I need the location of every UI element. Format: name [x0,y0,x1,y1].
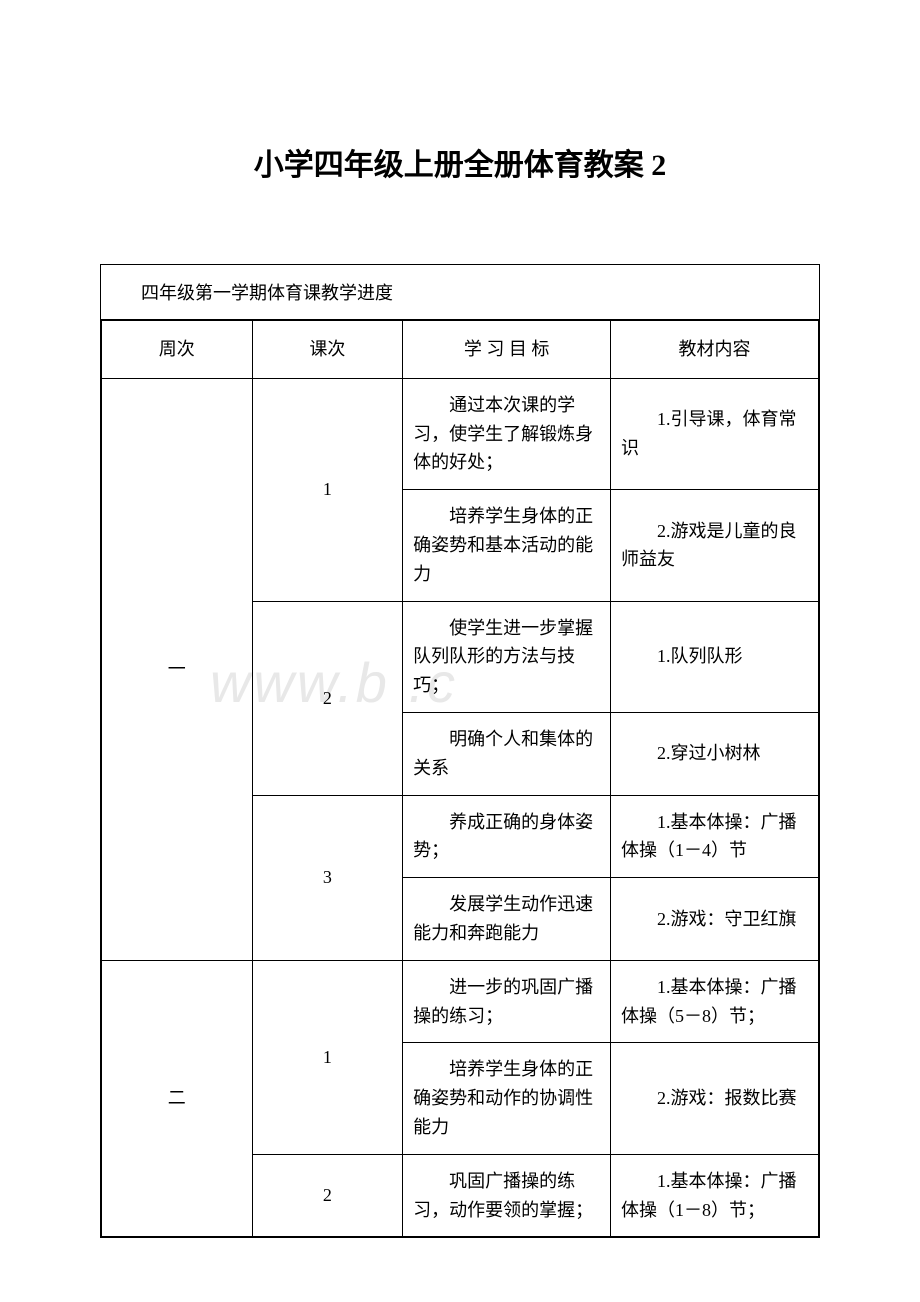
cell-objective: 使学生进一步掌握队列队形的方法与技巧； [403,601,611,712]
cell-objective: 养成正确的身体姿势； [403,795,611,878]
header-objective: 学 习 目 标 [403,321,611,379]
cell-objective: 巩固广播操的练习，动作要领的掌握； [403,1154,611,1237]
cell-content: 2.穿过小树林 [611,712,819,795]
cell-lesson: 2 [252,601,403,795]
document-title: 小学四年级上册全册体育教案 2 [100,140,820,184]
cell-objective: 明确个人和集体的关系 [403,712,611,795]
cell-objective: 发展学生动作迅速能力和奔跑能力 [403,878,611,961]
header-content: 教材内容 [611,321,819,379]
cell-content: 1.基本体操：广播体操（5－8）节； [611,960,819,1043]
cell-content: 1.基本体操：广播体操（1－4）节 [611,795,819,878]
table-row: 一 1 通过本次课的学习，使学生了解锻炼身体的好处； 1.引导课，体育常识 [102,378,819,489]
cell-content: 2.游戏是儿童的良师益友 [611,490,819,601]
cell-lesson: 2 [252,1154,403,1237]
schedule-table: 周次 课次 学 习 目 标 教材内容 一 1 通过本次课的学习，使学生了解锻炼身… [101,320,819,1237]
cell-lesson: 3 [252,795,403,960]
cell-week: 二 [102,960,253,1237]
cell-content: 1.队列队形 [611,601,819,712]
table-row: 二 1 进一步的巩固广播操的练习； 1.基本体操：广播体操（5－8）节； [102,960,819,1043]
cell-objective: 通过本次课的学习，使学生了解锻炼身体的好处； [403,378,611,489]
header-lesson: 课次 [252,321,403,379]
cell-objective: 进一步的巩固广播操的练习； [403,960,611,1043]
cell-content: 2.游戏：守卫红旗 [611,878,819,961]
cell-content: 1.基本体操：广播体操（1－8）节； [611,1154,819,1237]
header-week: 周次 [102,321,253,379]
table-caption: 四年级第一学期体育课教学进度 [101,265,819,320]
cell-lesson: 1 [252,960,403,1154]
table-body: 一 1 通过本次课的学习，使学生了解锻炼身体的好处； 1.引导课，体育常识 培养… [102,378,819,1237]
cell-content: 1.引导课，体育常识 [611,378,819,489]
cell-lesson: 1 [252,378,403,601]
cell-objective: 培养学生身体的正确姿势和动作的协调性能力 [403,1043,611,1154]
cell-objective: 培养学生身体的正确姿势和基本活动的能力 [403,490,611,601]
cell-week: 一 [102,378,253,960]
schedule-table-container: 四年级第一学期体育课教学进度 周次 课次 学 习 目 标 教材内容 一 1 通过… [100,264,820,1238]
cell-content: 2.游戏：报数比赛 [611,1043,819,1154]
table-header-row: 周次 课次 学 习 目 标 教材内容 [102,321,819,379]
